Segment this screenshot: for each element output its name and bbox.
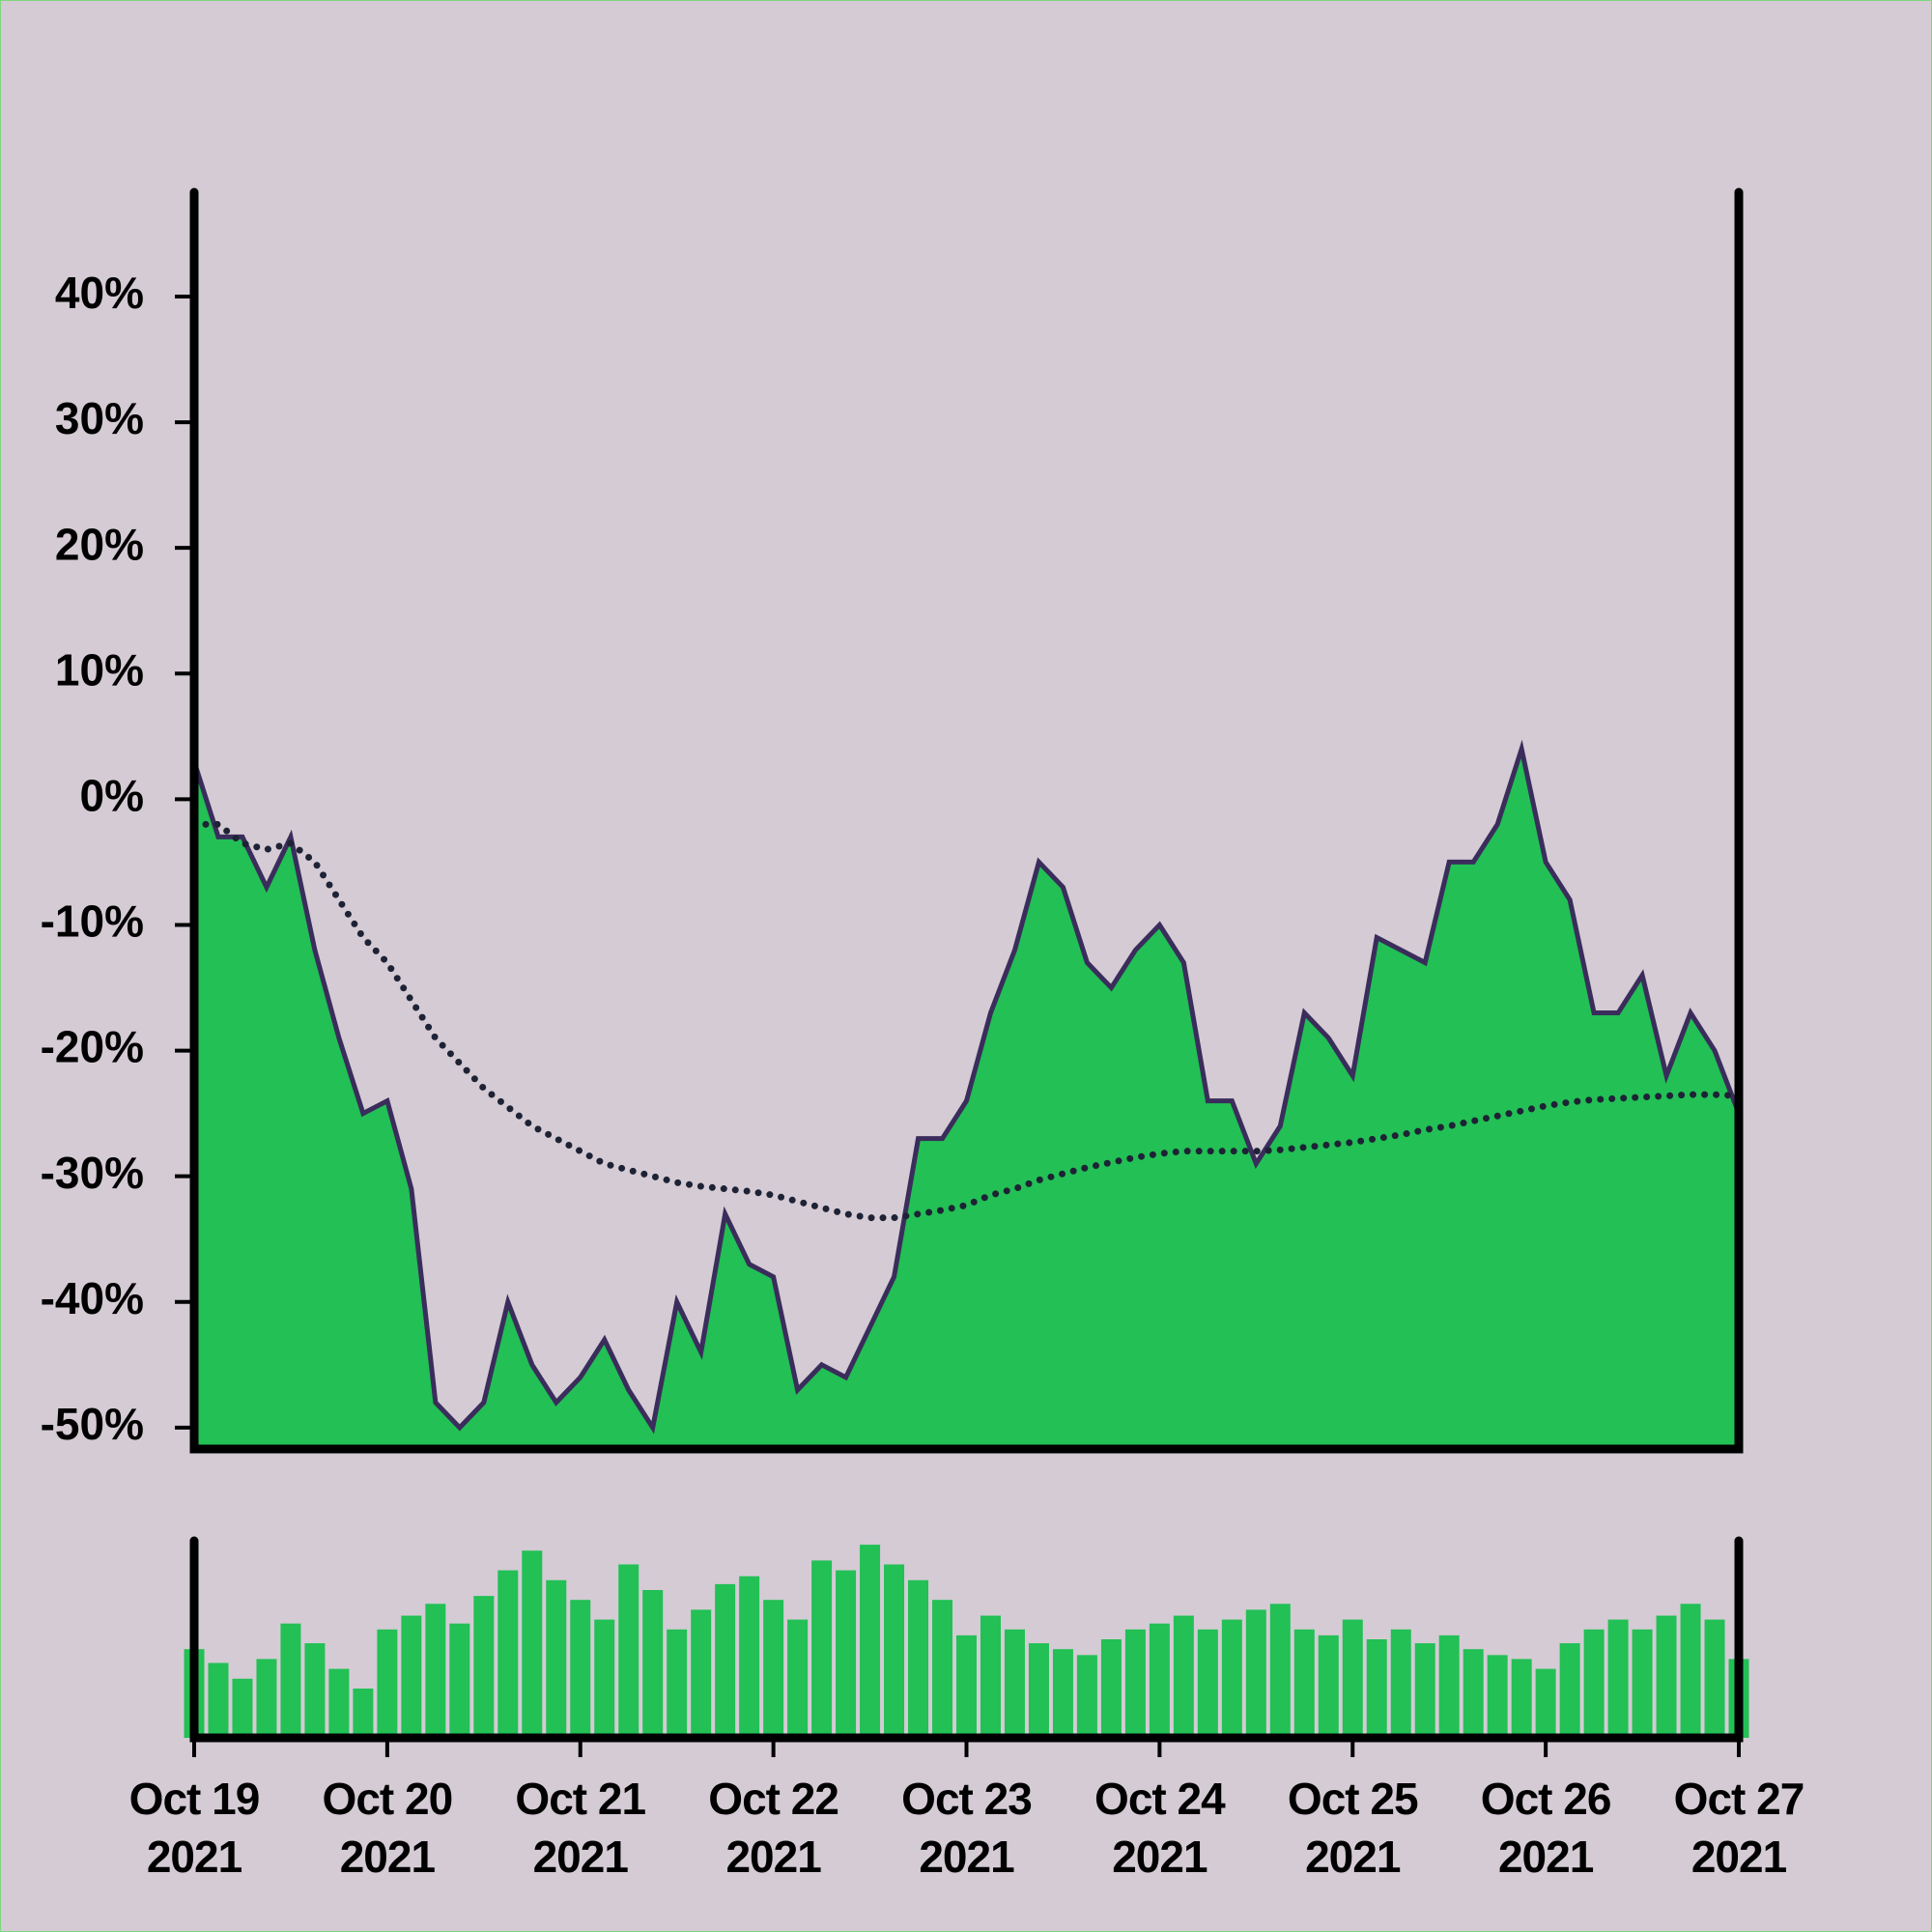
volume-bar	[1197, 1629, 1218, 1738]
volume-bar	[1656, 1615, 1677, 1738]
volume-bar	[1607, 1619, 1629, 1738]
y-tick-label: 20%	[55, 519, 144, 569]
x-tick-label: Oct 26 2021	[1480, 1774, 1612, 1882]
volume-bar	[642, 1590, 664, 1738]
x-tick-label: Oct 19 2021	[128, 1774, 261, 1882]
volume-bar	[280, 1623, 301, 1738]
volume-bar	[1124, 1629, 1146, 1738]
area-fill	[194, 749, 1739, 1449]
volume-bar	[932, 1600, 953, 1738]
volume-bar	[1583, 1629, 1605, 1738]
price-line	[191, 739, 1742, 1435]
volume-bar	[763, 1600, 784, 1738]
y-tick-label: 40%	[55, 268, 144, 318]
y-tick-label: -50%	[41, 1399, 144, 1449]
volume-bar	[546, 1579, 567, 1738]
volume-bar	[1511, 1659, 1532, 1738]
volume-bar	[739, 1576, 760, 1738]
volume-bar	[1680, 1604, 1701, 1738]
volume-bar	[1149, 1623, 1170, 1738]
volume-bar	[1173, 1615, 1194, 1738]
volume-bar	[1438, 1634, 1460, 1738]
volume-bar	[1463, 1649, 1484, 1738]
volume-bar	[1245, 1609, 1266, 1738]
x-tick-label: Oct 23 2021	[901, 1774, 1033, 1882]
y-tick-label: -40%	[41, 1273, 144, 1323]
volume-bar	[1559, 1643, 1580, 1738]
volume-bar	[353, 1689, 374, 1738]
y-tick-label: -30%	[41, 1148, 144, 1198]
volume-bar	[1414, 1643, 1435, 1738]
volume-bar	[1704, 1619, 1725, 1738]
volume-bar	[1487, 1655, 1508, 1738]
volume-bar	[449, 1623, 470, 1738]
volume-bar	[256, 1659, 277, 1738]
volume-bar	[1221, 1619, 1242, 1738]
volume-bar	[1269, 1604, 1291, 1738]
volume-bar	[618, 1564, 639, 1738]
volume-bar	[1028, 1643, 1049, 1738]
volume-bar	[884, 1564, 905, 1738]
volume-bar	[232, 1678, 253, 1738]
y-tick-label: 0%	[80, 771, 144, 821]
y-tick-label: -10%	[41, 896, 144, 947]
volume-bar	[1293, 1629, 1315, 1738]
volume-bar	[908, 1579, 929, 1738]
x-tick-label: Oct 25 2021	[1287, 1774, 1419, 1882]
volume-bar	[1076, 1655, 1097, 1738]
volume-bar	[401, 1615, 422, 1738]
volume-bar	[691, 1609, 712, 1738]
x-tick-label: Oct 21 2021	[515, 1774, 646, 1882]
volume-bar	[956, 1634, 977, 1738]
x-tick-label: Oct 24 2021	[1094, 1774, 1226, 1882]
volume-bar	[522, 1550, 543, 1738]
volume-bar	[787, 1619, 809, 1738]
volume-bar	[377, 1629, 398, 1738]
volume-bar	[594, 1619, 615, 1738]
volume-bar	[425, 1604, 446, 1738]
volume-bar	[811, 1560, 833, 1738]
volume-bar	[1632, 1629, 1653, 1738]
volume-bar	[715, 1583, 736, 1738]
x-tick-label: Oct 20 2021	[322, 1774, 454, 1882]
volume-bar	[1366, 1639, 1387, 1738]
y-tick-label: 10%	[55, 644, 144, 695]
volume-bar	[860, 1545, 881, 1738]
y-tick-label: 30%	[55, 393, 144, 443]
main-axes	[189, 187, 1744, 1454]
volume-bar	[304, 1643, 326, 1738]
volume-bar	[208, 1662, 229, 1738]
volume-bar	[1004, 1629, 1025, 1738]
volume-bar	[980, 1615, 1001, 1738]
x-tick-label: Oct 22 2021	[708, 1774, 839, 1882]
x-tick-label: Oct 27 2021	[1673, 1774, 1805, 1882]
volume-bar	[1342, 1619, 1363, 1738]
volume-bar	[667, 1629, 688, 1738]
volume-bar	[497, 1570, 519, 1738]
volume-bar	[1390, 1629, 1411, 1738]
volume-bar	[836, 1570, 857, 1738]
volume-bar	[1100, 1639, 1122, 1738]
volume-bar	[1052, 1649, 1073, 1738]
volume-bar	[1535, 1668, 1556, 1738]
volume-bar	[1318, 1634, 1339, 1738]
moving-average-line	[190, 820, 1743, 1222]
volume-bar	[570, 1600, 591, 1738]
volume-bar	[328, 1668, 350, 1738]
y-tick-label: -20%	[41, 1022, 144, 1072]
volume-bar	[473, 1596, 495, 1738]
